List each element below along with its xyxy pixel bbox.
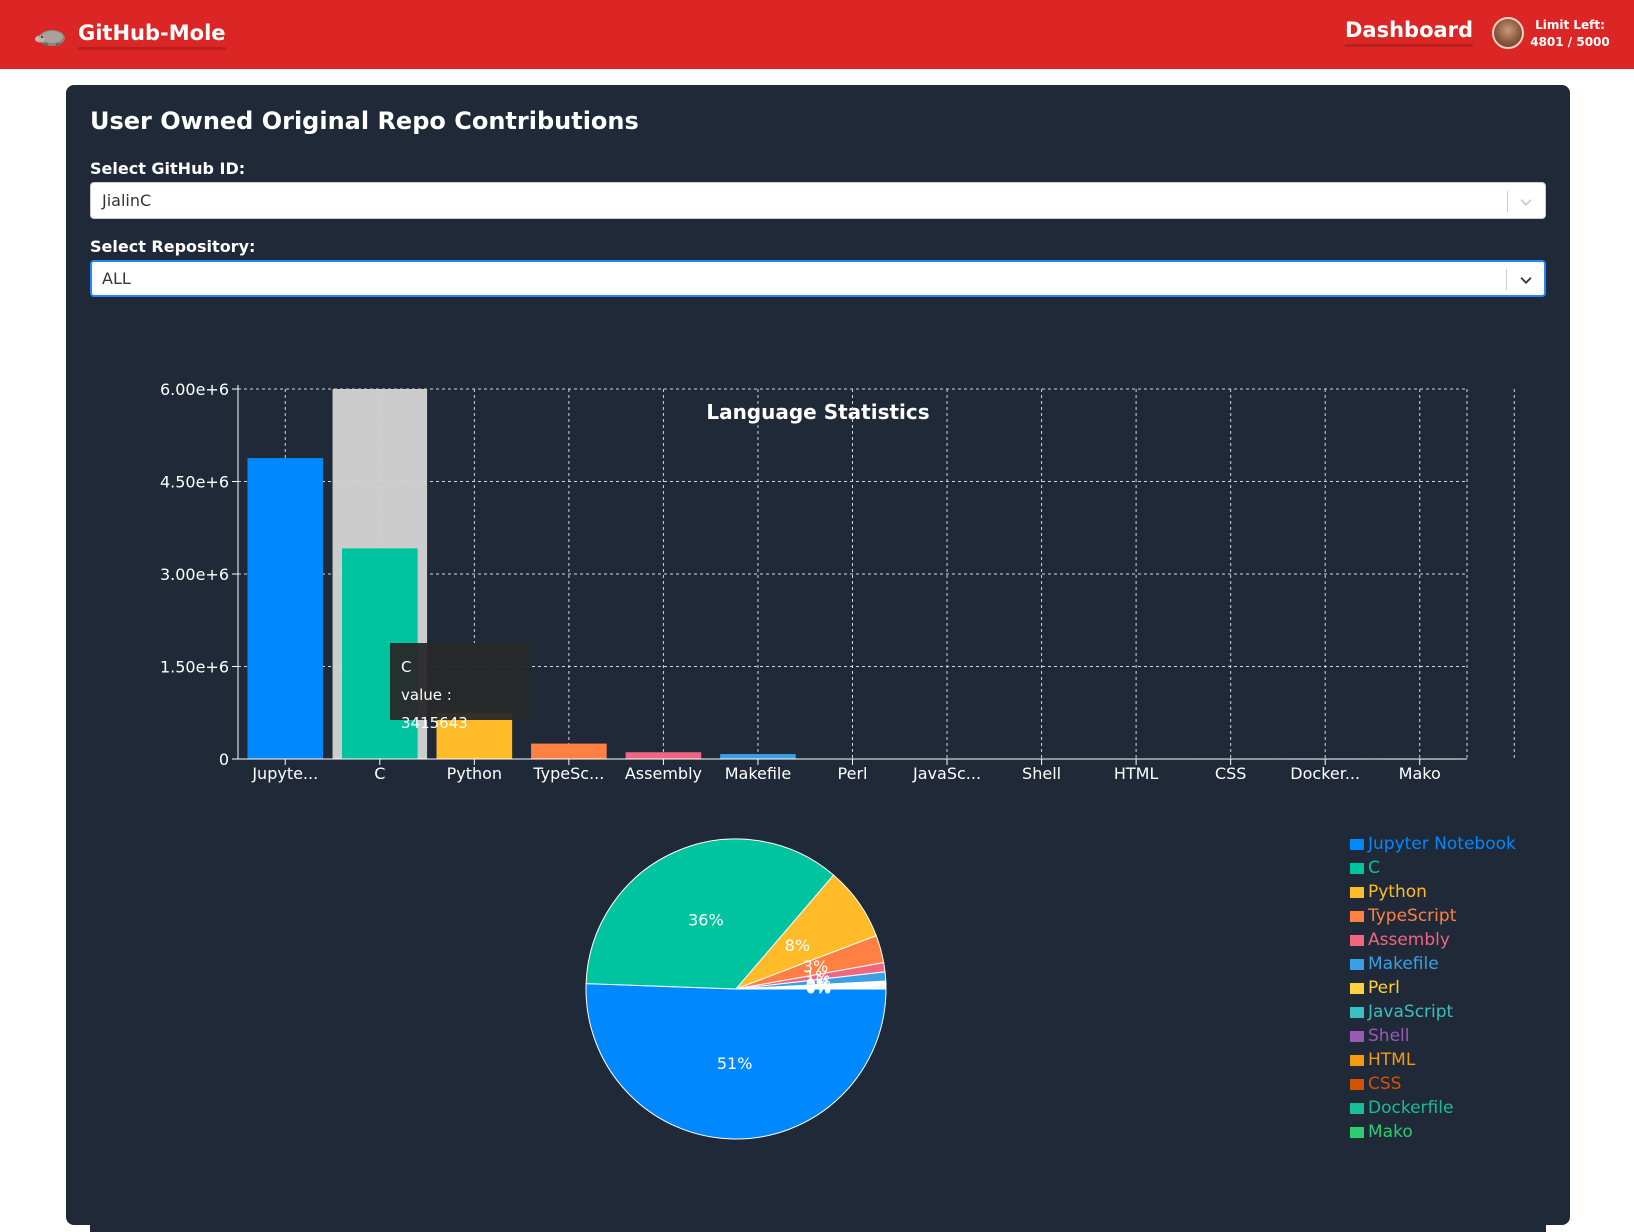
legend-item[interactable]: Python xyxy=(1350,880,1516,904)
legend-swatch xyxy=(1350,1006,1364,1018)
legend-label: C xyxy=(1368,858,1380,878)
legend-item[interactable]: Dockerfile xyxy=(1350,1096,1516,1120)
legend-label: Makefile xyxy=(1368,954,1439,974)
brand[interactable]: GitHub-Mole xyxy=(34,18,226,52)
avatar[interactable] xyxy=(1492,17,1524,49)
legend-item[interactable]: HTML xyxy=(1350,1048,1516,1072)
select-separator xyxy=(1506,269,1507,290)
repository-label: Select Repository: xyxy=(90,237,256,256)
legend-label: JavaScript xyxy=(1368,1002,1454,1022)
legend-label: Python xyxy=(1368,882,1427,902)
tooltip-value: value : 3415643 xyxy=(401,686,468,732)
legend-swatch xyxy=(1350,934,1364,946)
legend-swatch xyxy=(1350,1054,1364,1066)
limit-label: Limit Left: xyxy=(1535,18,1605,32)
legend-swatch xyxy=(1350,838,1364,850)
legend-swatch xyxy=(1350,1030,1364,1042)
limit-value: 4801 / 5000 xyxy=(1530,35,1610,49)
top-navbar: GitHub-Mole Dashboard Limit Left: 4801 /… xyxy=(0,0,1634,69)
chart-title: Language Statistics xyxy=(706,400,930,424)
legend-label: TypeScript xyxy=(1368,906,1457,926)
legend-item[interactable]: TypeScript xyxy=(1350,904,1516,928)
bar-tooltip: C value : 3415643 xyxy=(390,643,530,732)
brand-name: GitHub-Mole xyxy=(78,21,226,50)
tooltip-name: C xyxy=(401,658,412,676)
legend-item[interactable]: Assembly xyxy=(1350,928,1516,952)
pie-legend: Jupyter Notebook C Python TypeScript Assembl… xyxy=(1350,832,1516,1144)
nav-dashboard-link[interactable]: Dashboard xyxy=(1345,18,1474,47)
legend-item[interactable]: JavaScript xyxy=(1350,1000,1516,1024)
repository-select[interactable]: ALL xyxy=(90,260,1546,297)
legend-item[interactable]: Makefile xyxy=(1350,952,1516,976)
legend-label: Mako xyxy=(1368,1122,1413,1142)
legend-label: Jupyter Notebook xyxy=(1368,834,1516,854)
legend-item[interactable]: Jupyter Notebook xyxy=(1350,832,1516,856)
mole-icon xyxy=(35,30,65,46)
legend-swatch xyxy=(1350,886,1364,898)
language-statistics-panel: Language Statistics xyxy=(90,352,1546,1232)
legend-item[interactable]: C xyxy=(1350,856,1516,880)
legend-item[interactable]: Mako xyxy=(1350,1120,1516,1144)
legend-item[interactable]: Perl xyxy=(1350,976,1516,1000)
page-title: User Owned Original Repo Contributions xyxy=(90,107,639,135)
legend-label: Dockerfile xyxy=(1368,1098,1454,1118)
legend-label: Perl xyxy=(1368,978,1400,998)
legend-swatch xyxy=(1350,982,1364,994)
legend-swatch xyxy=(1350,1102,1364,1114)
legend-swatch xyxy=(1350,910,1364,922)
repository-value: ALL xyxy=(102,269,131,288)
legend-swatch xyxy=(1350,862,1364,874)
select-separator xyxy=(1507,191,1508,212)
legend-item[interactable]: Shell xyxy=(1350,1024,1516,1048)
legend-swatch xyxy=(1350,958,1364,970)
github-id-value: JialinC xyxy=(102,191,152,210)
legend-label: CSS xyxy=(1368,1074,1402,1094)
legend-swatch xyxy=(1350,1078,1364,1090)
chevron-down-icon[interactable] xyxy=(1517,271,1535,289)
github-id-label: Select GitHub ID: xyxy=(90,159,246,178)
rate-limit: Limit Left: 4801 / 5000 xyxy=(1528,17,1612,51)
legend-swatch xyxy=(1350,1126,1364,1138)
legend-label: Shell xyxy=(1368,1026,1410,1046)
legend-label: HTML xyxy=(1368,1050,1416,1070)
legend-item[interactable]: CSS xyxy=(1350,1072,1516,1096)
contributions-card: User Owned Original Repo Contributions S… xyxy=(66,85,1570,1232)
legend-label: Assembly xyxy=(1368,930,1450,950)
github-id-select[interactable]: JialinC xyxy=(90,182,1546,219)
chevron-down-icon[interactable] xyxy=(1517,193,1535,211)
